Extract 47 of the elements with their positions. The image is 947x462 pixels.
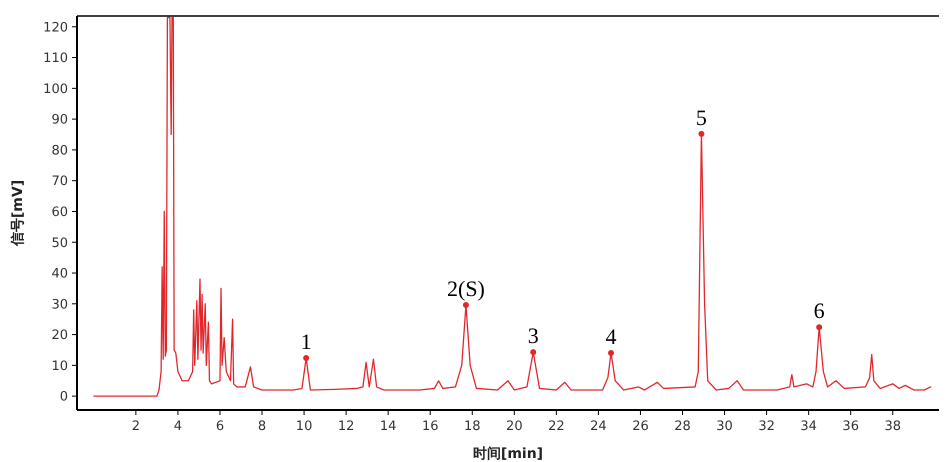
x-tick-label: 20 [506, 419, 523, 434]
y-tick-label: 80 [51, 143, 68, 158]
x-tick-label: 6 [216, 419, 224, 434]
point [608, 350, 614, 356]
x-tick-label: 14 [380, 419, 396, 434]
annotation: 1 [300, 328, 312, 354]
point [698, 130, 704, 137]
annotation: 5 [696, 104, 707, 130]
x-tick-label: 30 [716, 419, 733, 434]
x-tick-label: 36 [842, 419, 859, 434]
x-tick-label: 34 [800, 419, 817, 434]
annotation: 6 [814, 298, 825, 324]
y-tick-label: 60 [51, 205, 68, 220]
point [462, 302, 469, 308]
y-tick-label: 70 [51, 174, 68, 190]
point [303, 354, 310, 361]
x-tick-label: 24 [590, 419, 607, 434]
line-series [93, 16, 932, 397]
x-tick-label: 22 [548, 419, 565, 434]
x-tick-label: 38 [884, 419, 902, 434]
y-tick-label: 40 [51, 266, 68, 282]
x-axis-title: 时间[min] [472, 446, 544, 462]
y-tick-label: 50 [51, 236, 68, 251]
y-tick-label: 110 [43, 51, 68, 66]
point [816, 324, 822, 330]
y-tick-label: 100 [43, 82, 68, 97]
y-tick-label: 90 [51, 112, 68, 128]
x-tick-label: 4 [174, 419, 182, 434]
x-tick-label: 12 [338, 419, 354, 434]
y-tick-label: 30 [51, 297, 68, 312]
x-tick-label: 32 [758, 419, 775, 434]
x-tick-label: 2 [132, 419, 140, 434]
x-tick-label: 26 [632, 419, 649, 434]
x-tick-label: 18 [464, 419, 481, 434]
point [530, 349, 536, 356]
x-tick-label: 28 [674, 419, 691, 434]
x-tick-label: 10 [296, 419, 312, 434]
y-tick-label: 120 [43, 20, 68, 36]
annotation: 4 [606, 324, 617, 350]
y-tick-label: 10 [51, 358, 68, 374]
annotation: 2(S) [447, 276, 485, 302]
y-tick-label: 0 [60, 390, 68, 405]
annotation: 3 [528, 323, 539, 348]
x-tick-label: 8 [258, 419, 266, 434]
x-tick-label: 16 [422, 419, 438, 434]
y-axis-title: 信号[mV] [10, 180, 26, 248]
y-tick-label: 20 [51, 328, 68, 344]
